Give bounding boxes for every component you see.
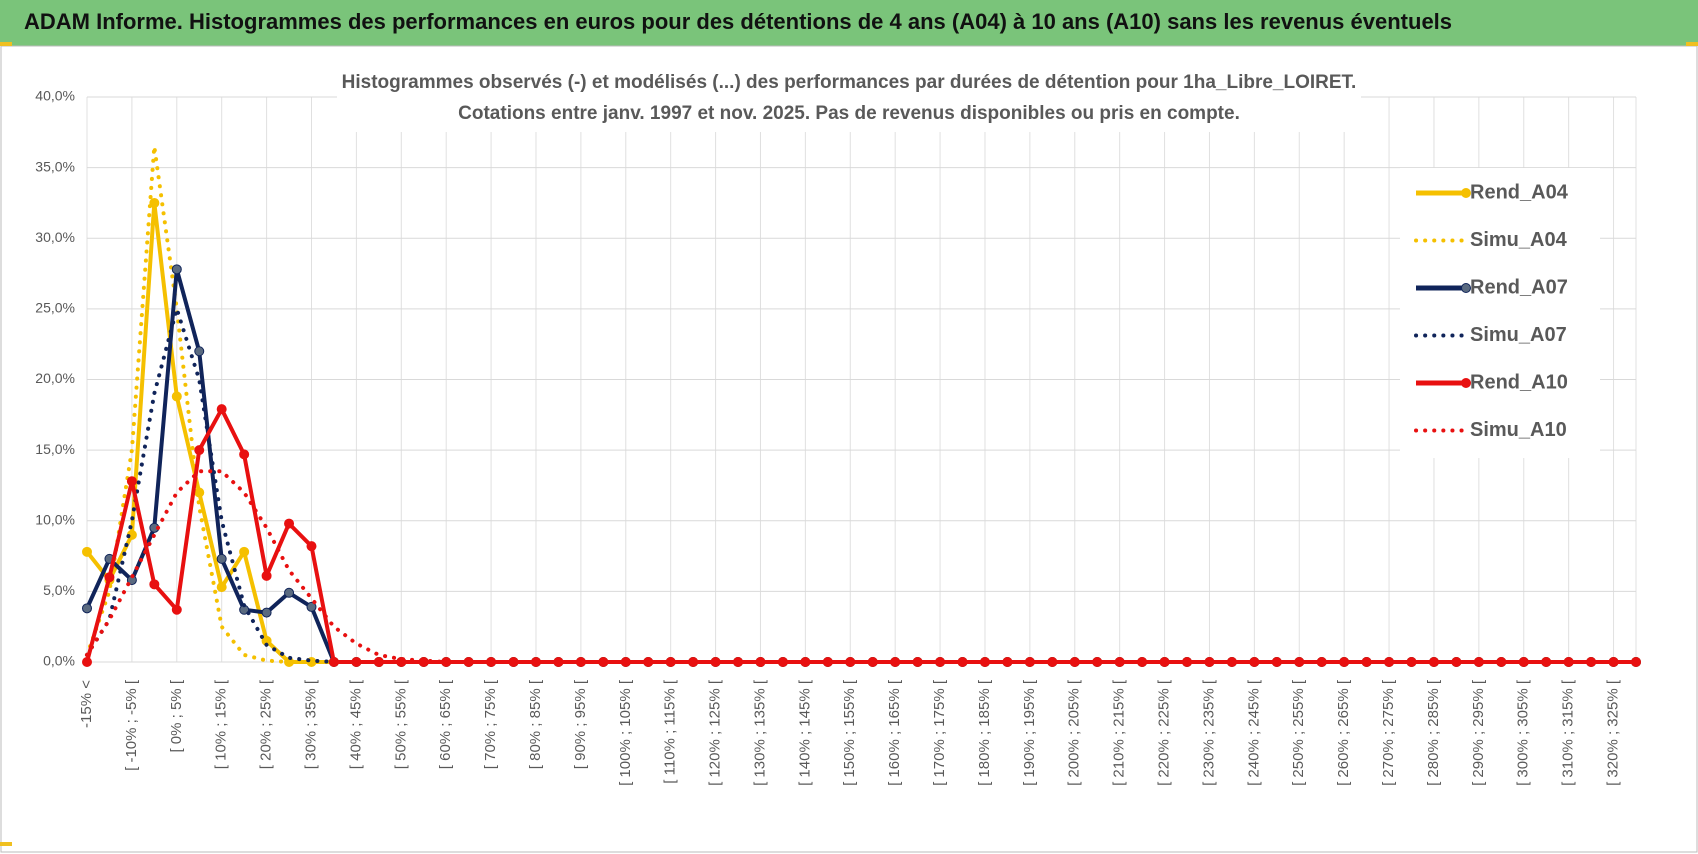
x-tick-label: [ 180% ; 185% [ (976, 679, 993, 786)
series-marker (239, 449, 250, 460)
x-tick-label: [ 290% ; 295% [ (1470, 679, 1487, 786)
plot: 0,0% 5,0% 10,0% 15,0% 20,0% 25,0% 30,0% 35,0% 40… (35, 88, 1641, 786)
y-tick-label: 15,0% (35, 441, 75, 457)
y-tick-label: 25,0% (35, 300, 75, 316)
series-marker (1473, 657, 1484, 667)
x-tick-label: [ 130% ; 135% [ (751, 679, 768, 786)
x-tick-label: [ 200% ; 205% [ (1066, 679, 1083, 786)
series-marker (104, 572, 115, 583)
legend-label: Rend_A10 (1470, 371, 1568, 393)
x-tick-label: [ 260% ; 265% [ (1335, 679, 1352, 786)
x-tick-label: [ 110% ; 115% [ (662, 679, 679, 784)
x-tick-label: [ 220% ; 225% [ (1156, 679, 1173, 786)
x-tick-label: [ 310% ; 315% [ (1560, 679, 1577, 786)
y-tick-label: 35,0% (35, 158, 75, 174)
series-marker (306, 541, 317, 552)
legend-marker (1461, 378, 1471, 388)
series-marker (284, 587, 295, 598)
x-tick-label: [ 300% ; 305% [ (1515, 679, 1532, 786)
x-tick-label: [ 250% ; 255% [ (1290, 679, 1307, 786)
x-tick-label: [ 230% ; 235% [ (1200, 679, 1217, 786)
x-tick-label: [ 140% ; 145% [ (796, 679, 813, 786)
legend-marker (1461, 188, 1471, 198)
series-marker (216, 553, 227, 564)
x-tick-label: [ -10% ; -5% [ (123, 679, 140, 771)
series-marker (149, 579, 160, 590)
y-tick-label: 30,0% (35, 229, 75, 245)
x-tick-label: [ 0% ; 5% [ (168, 679, 185, 752)
x-tick-label: -15% < (78, 680, 95, 728)
header-bar (0, 0, 1698, 46)
series-marker (194, 445, 205, 456)
series-marker (441, 657, 452, 667)
x-tick-label: [ 150% ; 155% [ (841, 679, 858, 786)
y-tick-label: 0,0% (43, 653, 75, 669)
series-marker (171, 264, 182, 275)
x-tick-label: [ 10% ; 15% [ (213, 679, 230, 769)
legend-label: Simu_A07 (1470, 324, 1567, 346)
series-marker (284, 518, 295, 529)
title-bg (337, 64, 1361, 132)
x-tick-label: [ 270% ; 275% [ (1380, 679, 1397, 786)
corner (0, 42, 12, 46)
series-marker (82, 603, 92, 614)
chart-subtitle: Cotations entre janv. 1997 et nov. 2025.… (458, 103, 1240, 124)
series-marker (306, 601, 317, 612)
x-tick-label: [ 70% ; 75% [ (482, 679, 499, 769)
x-tick-label: [ 40% ; 45% [ (347, 679, 364, 769)
header-title: ADAM Informe. Histogrammes des performan… (24, 9, 1452, 34)
series-marker (800, 657, 811, 667)
series-marker (1451, 657, 1462, 667)
series-marker (171, 391, 182, 402)
y-tick-label: 20,0% (35, 370, 75, 386)
series-marker (216, 582, 227, 593)
series-marker (373, 657, 384, 667)
chart-title: Histogrammes observés (-) et modélisés (… (342, 72, 1357, 93)
series-marker (328, 657, 339, 667)
x-tick-label: [ 210% ; 215% [ (1111, 679, 1128, 786)
x-tick-label: [ 240% ; 245% [ (1245, 679, 1262, 786)
series-marker (1137, 657, 1148, 667)
series-marker (777, 657, 788, 667)
y-tick-label: 40,0% (35, 88, 75, 104)
x-tick-label: [ 90% ; 95% [ (572, 679, 589, 769)
x-tick-label: [ 120% ; 125% [ (707, 679, 724, 786)
x-tick-label: [ 190% ; 195% [ (1021, 679, 1038, 786)
legend-marker (1461, 283, 1471, 293)
x-tick-label: [ 30% ; 35% [ (302, 679, 319, 769)
x-tick-label: [ 60% ; 65% [ (437, 679, 454, 769)
x-tick-label: [ 100% ; 105% [ (617, 679, 634, 786)
series-marker (171, 604, 182, 615)
corner (0, 842, 12, 846)
x-tick-label: [ 280% ; 285% [ (1425, 679, 1442, 786)
x-tick-label: [ 160% ; 165% [ (886, 679, 903, 786)
series-marker (239, 546, 250, 557)
x-tick-label: [ 170% ; 175% [ (931, 679, 948, 786)
series-marker (82, 657, 92, 667)
legend-label: Rend_A07 (1470, 276, 1568, 298)
y-tick-label: 10,0% (35, 511, 75, 527)
series-line (85, 469, 1638, 664)
series-marker (1114, 657, 1125, 667)
series-marker (216, 404, 227, 415)
series-marker (82, 546, 92, 557)
series-marker (261, 607, 272, 618)
y-tick-label: 5,0% (43, 582, 75, 598)
corner (1686, 42, 1698, 46)
legend-label: Simu_A10 (1470, 419, 1567, 441)
series-marker (149, 197, 160, 208)
x-tick-label: [ 50% ; 55% [ (392, 679, 409, 769)
series-marker (194, 346, 205, 357)
legend-label: Simu_A04 (1470, 229, 1568, 251)
legend-bg (1400, 168, 1600, 458)
x-tick-label: [ 80% ; 85% [ (527, 679, 544, 769)
x-tick-label: [ 320% ; 325% [ (1605, 679, 1622, 786)
series-marker (126, 476, 137, 487)
legend-label: Rend_A04 (1470, 181, 1569, 203)
series-marker (351, 657, 362, 667)
x-tick-label: [ 20% ; 25% [ (258, 679, 275, 769)
series-marker (261, 570, 272, 581)
